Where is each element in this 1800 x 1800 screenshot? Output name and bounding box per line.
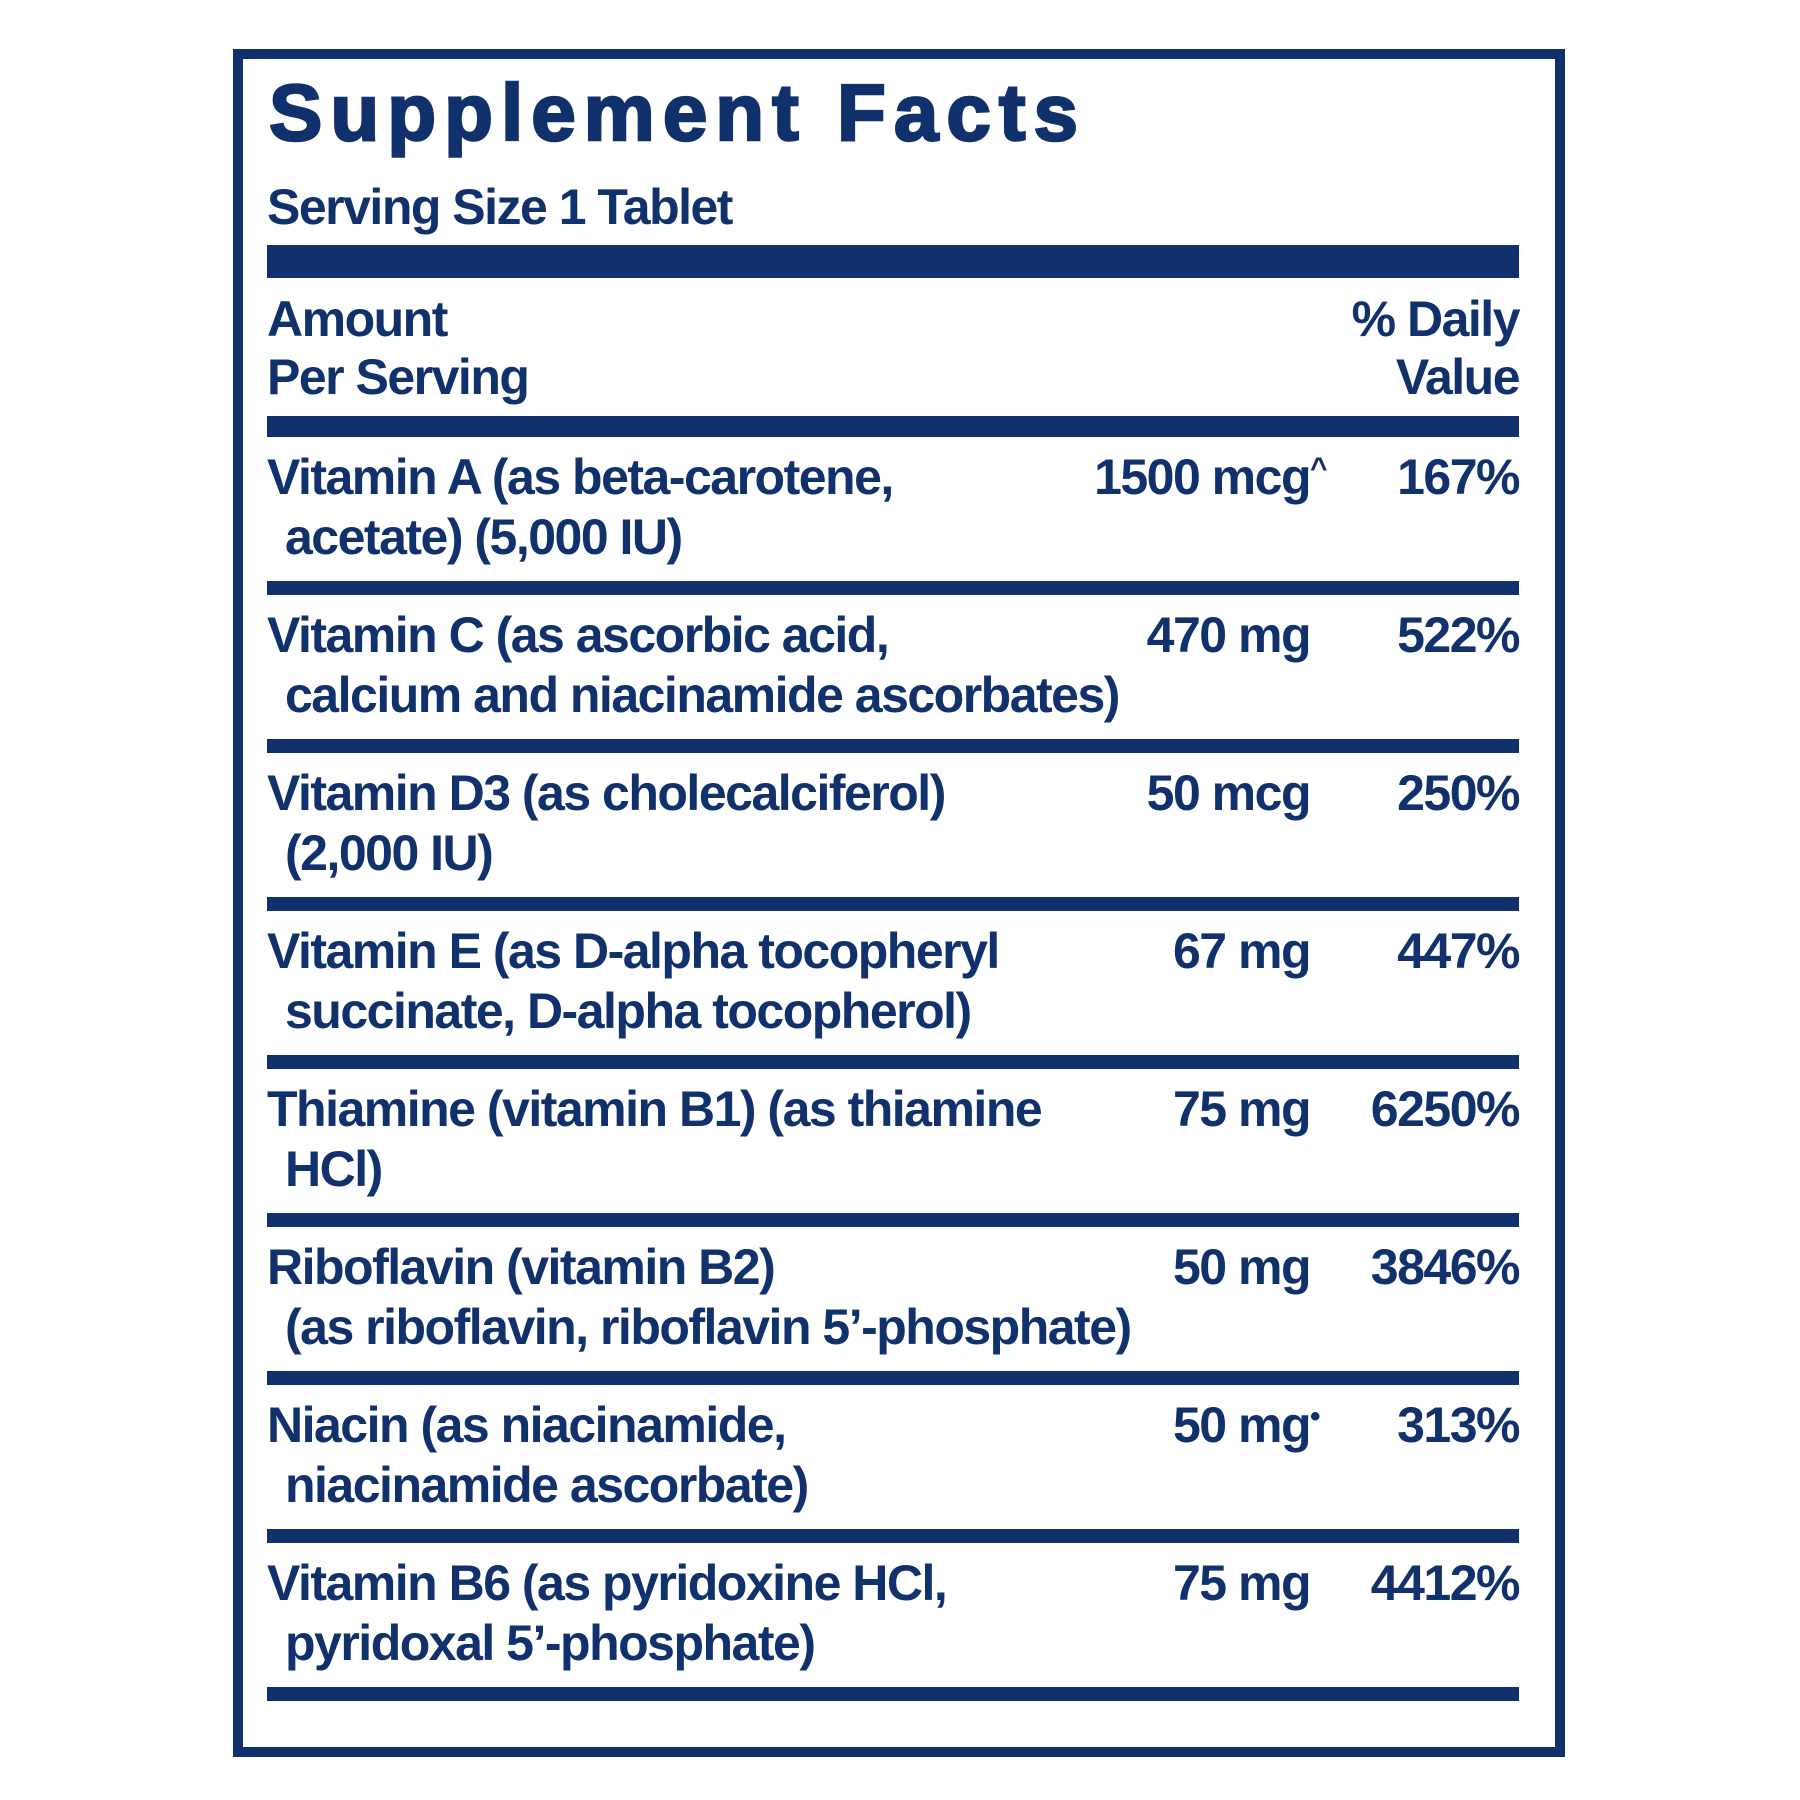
amount-per-serving-header: Amount Per Serving (267, 290, 530, 406)
nutrient-name-line1: Vitamin D3 (as cholecalciferol) (267, 765, 946, 821)
nutrient-name: Vitamin D3 (as cholecalciferol) (2,000 I… (267, 763, 1519, 883)
nutrient-name-line2: niacinamide ascorbate) (285, 1457, 809, 1513)
nutrient-name: Vitamin A (as beta-carotene, acetate) (5… (267, 447, 1519, 567)
nutrient-name: Niacin (as niacinamide, niacinamide asco… (267, 1395, 1519, 1515)
nutrient-row: Vitamin C (as ascorbic acid, calcium and… (267, 595, 1520, 753)
nutrient-amount: 75 mg (1172, 1553, 1312, 1613)
nutrient-row: Vitamin D3 (as cholecalciferol) (2,000 I… (267, 753, 1520, 911)
nutrient-name-line2: (2,000 IU) (285, 825, 494, 881)
daily-value-header: % Daily Value (1351, 290, 1521, 406)
nutrient-amount-value: 67 mg (1172, 923, 1312, 979)
nutrient-rows: Vitamin A (as beta-carotene, acetate) (5… (267, 437, 1521, 1701)
header-divider-bar (267, 416, 1519, 437)
nutrient-amount-value: 50 mg (1172, 1397, 1312, 1453)
nutrient-amount: 67 mg (1172, 921, 1312, 981)
nutrient-daily-value: 522% (1397, 607, 1520, 663)
nutrient-daily-value: 250% (1397, 765, 1520, 821)
nutrient-name-line2: pyridoxal 5’-phosphate) (285, 1615, 816, 1671)
nutrient-amount: 50 mcg (1146, 763, 1312, 823)
nutrient-daily-value: 167% (1397, 449, 1520, 505)
nutrient-row: Vitamin B6 (as pyridoxine HCl, pyridoxal… (267, 1543, 1521, 1701)
nutrient-amount-value: 1500 mcg (1094, 449, 1311, 505)
nutrient-amount-value: 50 mcg (1146, 765, 1312, 821)
daily-value-header-line2: Value (1395, 349, 1521, 405)
nutrient-amount-value: 75 mg (1172, 1555, 1312, 1611)
nutrient-row: Vitamin A (as beta-carotene, acetate) (5… (267, 437, 1520, 595)
nutrient-amount-superscript: ^ (1310, 452, 1328, 485)
nutrient-name-line1: Niacin (as niacinamide, (267, 1397, 787, 1453)
nutrient-daily-value: 3846% (1370, 1239, 1521, 1295)
serving-size-text: Serving Size 1 Tablet (267, 179, 733, 235)
nutrient-daily-value: 4412% (1370, 1555, 1521, 1611)
nutrient-name: Riboflavin (vitamin B2) (as riboflavin, … (267, 1237, 1519, 1357)
top-divider-bar (267, 245, 1519, 278)
nutrient-amount-value: 75 mg (1172, 1081, 1312, 1137)
nutrient-daily-value: 447% (1397, 923, 1520, 979)
nutrient-row: Thiamine (vitamin B1) (as thiamine HCl) … (267, 1069, 1521, 1227)
nutrient-name-line2: succinate, D-alpha tocopherol) (285, 983, 972, 1039)
nutrient-row: Niacin (as niacinamide, niacinamide asco… (267, 1385, 1520, 1543)
nutrient-name: Vitamin B6 (as pyridoxine HCl, pyridoxal… (267, 1553, 1519, 1673)
amount-header-line2: Per Serving (267, 349, 530, 405)
nutrient-amount: 1500 mcg ^ (1094, 447, 1327, 507)
nutrient-name-line1: Vitamin C (as ascorbic acid, (267, 607, 890, 663)
nutrient-amount: 50 mg (1172, 1237, 1312, 1297)
nutrient-name-line2: (as riboflavin, riboflavin 5’-phosphate) (285, 1299, 1132, 1355)
nutrient-amount: 50 mg • (1172, 1395, 1321, 1455)
nutrient-name: Vitamin E (as D-alpha tocopheryl succina… (267, 921, 1519, 1041)
nutrient-amount: 75 mg (1172, 1079, 1312, 1139)
nutrient-name-line2: acetate) (5,000 IU) (285, 509, 683, 565)
nutrient-name-line1: Vitamin A (as beta-carotene, (267, 449, 894, 505)
nutrient-name-line1: Riboflavin (vitamin B2) (267, 1239, 776, 1295)
nutrient-name-line1: Thiamine (vitamin B1) (as thiamine (267, 1081, 1043, 1137)
amount-header-line1: Amount (267, 291, 448, 347)
nutrient-name-line2: calcium and niacinamide ascorbates) (285, 667, 1120, 723)
nutrient-daily-value: 6250% (1370, 1081, 1521, 1137)
nutrient-amount: 470 mg (1146, 605, 1312, 665)
nutrient-row: Riboflavin (vitamin B2) (as riboflavin, … (267, 1227, 1521, 1385)
nutrient-name: Thiamine (vitamin B1) (as thiamine HCl) (267, 1079, 1519, 1199)
daily-value-header-line1: % Daily (1351, 291, 1521, 347)
nutrient-name-line1: Vitamin B6 (as pyridoxine HCl, (267, 1555, 948, 1611)
panel-title: Supplement Facts (268, 67, 1087, 158)
nutrient-name-line2: HCl) (285, 1141, 383, 1197)
supplement-facts-panel: Supplement Facts Serving Size 1 Tablet A… (233, 49, 1565, 1757)
nutrient-amount-superscript: • (1310, 1400, 1321, 1433)
nutrient-amount-value: 470 mg (1146, 607, 1312, 663)
nutrient-name-line1: Vitamin E (as D-alpha tocopheryl (267, 923, 1000, 979)
nutrient-daily-value: 313% (1397, 1397, 1520, 1453)
nutrient-amount-value: 50 mg (1172, 1239, 1312, 1295)
nutrient-row: Vitamin E (as D-alpha tocopheryl succina… (267, 911, 1520, 1069)
column-header-row: Amount Per Serving % Daily Value (267, 290, 1521, 406)
nutrient-name: Vitamin C (as ascorbic acid, calcium and… (267, 605, 1519, 725)
